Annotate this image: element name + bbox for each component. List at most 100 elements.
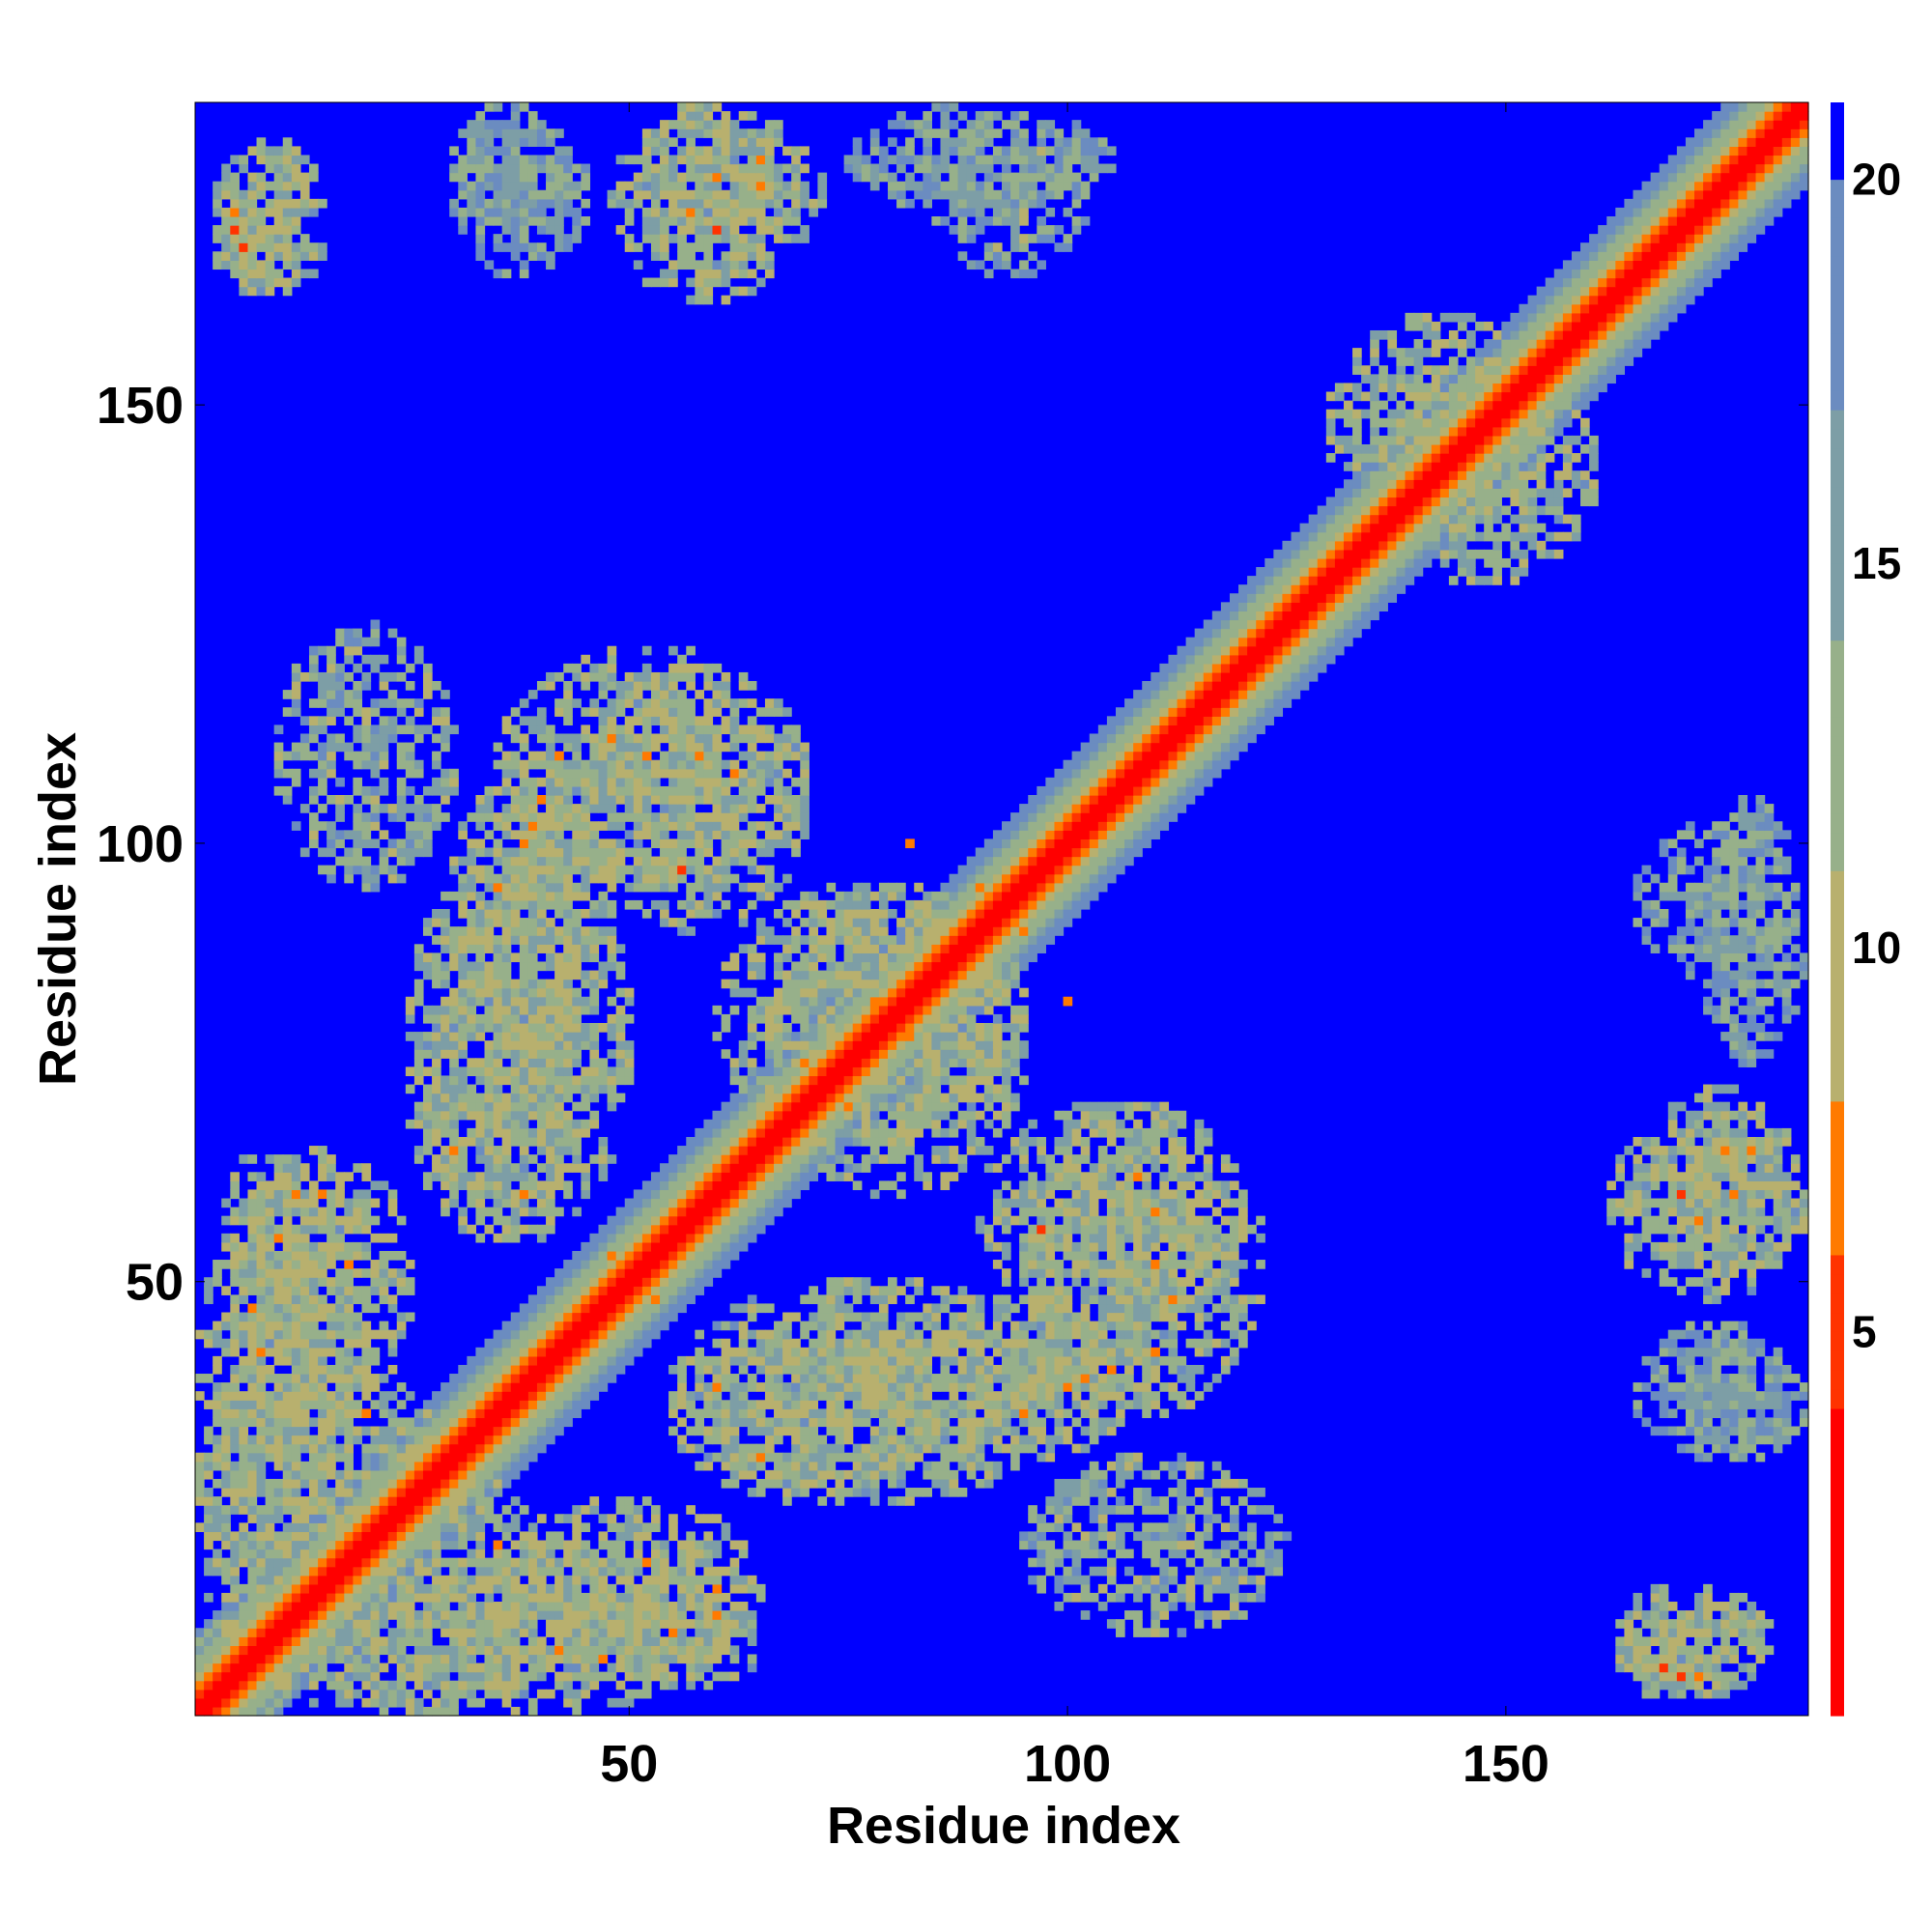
heatmap-cell — [239, 1338, 249, 1349]
heatmap-cell — [510, 1443, 521, 1454]
heatmap-cell — [527, 1391, 538, 1401]
heatmap-cell — [282, 1180, 293, 1191]
heatmap-cell — [387, 1435, 398, 1445]
heatmap-cell — [1002, 1426, 1011, 1436]
heatmap-cell — [738, 1583, 749, 1594]
heatmap-cell — [1115, 1540, 1125, 1550]
heatmap-cell — [1633, 1382, 1643, 1392]
heatmap-cell — [361, 1671, 372, 1682]
heatmap-cell — [1247, 1488, 1257, 1497]
heatmap-cell — [247, 1662, 258, 1673]
heatmap-cell — [940, 1408, 951, 1419]
heatmap-cell — [291, 1347, 301, 1357]
heatmap-cell — [387, 1294, 398, 1305]
heatmap-cell — [265, 1628, 275, 1637]
heatmap-cell — [405, 1557, 415, 1568]
heatmap-cell — [1063, 1233, 1073, 1243]
heatmap-cell — [1142, 1329, 1151, 1340]
heatmap-cell — [598, 1636, 609, 1646]
heatmap-cell — [475, 1391, 486, 1401]
heatmap-cell — [703, 1619, 714, 1629]
heatmap-cell — [265, 1610, 275, 1620]
heatmap-cell — [563, 1557, 573, 1568]
heatmap-cell — [536, 1163, 547, 1173]
heatmap-cell — [405, 1540, 415, 1550]
heatmap-cell — [440, 1619, 450, 1629]
heatmap-cell — [361, 1680, 372, 1690]
heatmap-cell — [1045, 1505, 1056, 1515]
heatmap-cell — [563, 1654, 573, 1664]
heatmap-cell — [510, 1374, 521, 1383]
heatmap-cell — [931, 1329, 942, 1340]
heatmap-cell — [204, 1400, 213, 1409]
heatmap-cell — [1080, 1172, 1091, 1181]
heatmap-cell — [686, 1268, 696, 1278]
heatmap-cell — [869, 1374, 880, 1383]
heatmap-cell — [265, 1312, 275, 1322]
heatmap-cell — [1211, 1189, 1222, 1200]
heatmap-cell — [1133, 1207, 1143, 1217]
heatmap-cell — [1115, 1400, 1125, 1409]
heatmap-cell — [361, 1488, 372, 1497]
heatmap-cell — [1089, 1198, 1099, 1208]
heatmap-cell — [589, 1645, 600, 1656]
heatmap-cell — [923, 1374, 932, 1383]
heatmap-cell — [387, 1329, 398, 1340]
heatmap-cell — [1659, 1619, 1669, 1629]
heatmap-cell — [835, 1469, 845, 1480]
heatmap-cell — [852, 1417, 863, 1428]
heatmap-cell — [581, 1645, 591, 1656]
heatmap-cell — [299, 1189, 310, 1200]
heatmap-cell — [379, 1557, 389, 1568]
heatmap-cell — [230, 1374, 240, 1383]
heatmap-cell — [1045, 1294, 1056, 1305]
heatmap-cell — [230, 1400, 240, 1409]
heatmap-cell — [923, 1488, 932, 1497]
heatmap-cell — [327, 1312, 336, 1322]
heatmap-cell — [966, 1469, 977, 1480]
heatmap-cell — [467, 1382, 477, 1392]
heatmap-cell — [527, 1338, 538, 1349]
heatmap-cell — [957, 1461, 968, 1471]
heatmap-cell — [299, 1435, 310, 1445]
heatmap-cell — [677, 1207, 687, 1217]
heatmap-cell — [1045, 1321, 1056, 1331]
heatmap-cell — [1624, 1628, 1634, 1637]
heatmap-cell — [607, 1224, 617, 1235]
heatmap-cell — [282, 1619, 293, 1629]
heatmap-cell — [1641, 1215, 1652, 1226]
heatmap-cell — [353, 1636, 363, 1646]
heatmap-cell — [1115, 1163, 1125, 1173]
heatmap-cell — [598, 1277, 609, 1287]
heatmap-cell — [510, 1469, 521, 1480]
heatmap-cell — [949, 1321, 959, 1331]
heatmap-cell — [467, 1417, 477, 1428]
heatmap-cell — [764, 1452, 775, 1463]
heatmap-cell — [239, 1426, 249, 1436]
heatmap-cell — [370, 1575, 381, 1585]
heatmap-cell — [1703, 1417, 1713, 1428]
heatmap-cell — [1177, 1400, 1187, 1409]
heatmap-cell — [1097, 1488, 1108, 1497]
heatmap-cell — [992, 1321, 1003, 1331]
heatmap-cell — [327, 1224, 336, 1235]
heatmap-cell — [1203, 1215, 1213, 1226]
heatmap-cell — [949, 1374, 959, 1383]
heatmap-cell — [475, 1575, 486, 1585]
heatmap-cell — [975, 1215, 985, 1226]
heatmap-cell — [1659, 1408, 1669, 1419]
heatmap-cell — [607, 1540, 617, 1550]
heatmap-cell — [422, 1662, 433, 1673]
heatmap-cell — [265, 1233, 275, 1243]
heatmap-cell — [1028, 1408, 1037, 1419]
heatmap-cell — [835, 1172, 845, 1181]
heatmap-cell — [387, 1636, 398, 1646]
heatmap-cell — [1019, 1233, 1029, 1243]
heatmap-cell — [615, 1575, 626, 1585]
heatmap-cell — [1124, 1566, 1134, 1577]
heatmap-cell — [299, 1321, 310, 1331]
heatmap-cell — [1229, 1566, 1239, 1577]
heatmap-cell — [440, 1461, 450, 1471]
heatmap-cell — [1738, 1241, 1748, 1252]
heatmap-cell — [1106, 1540, 1117, 1550]
